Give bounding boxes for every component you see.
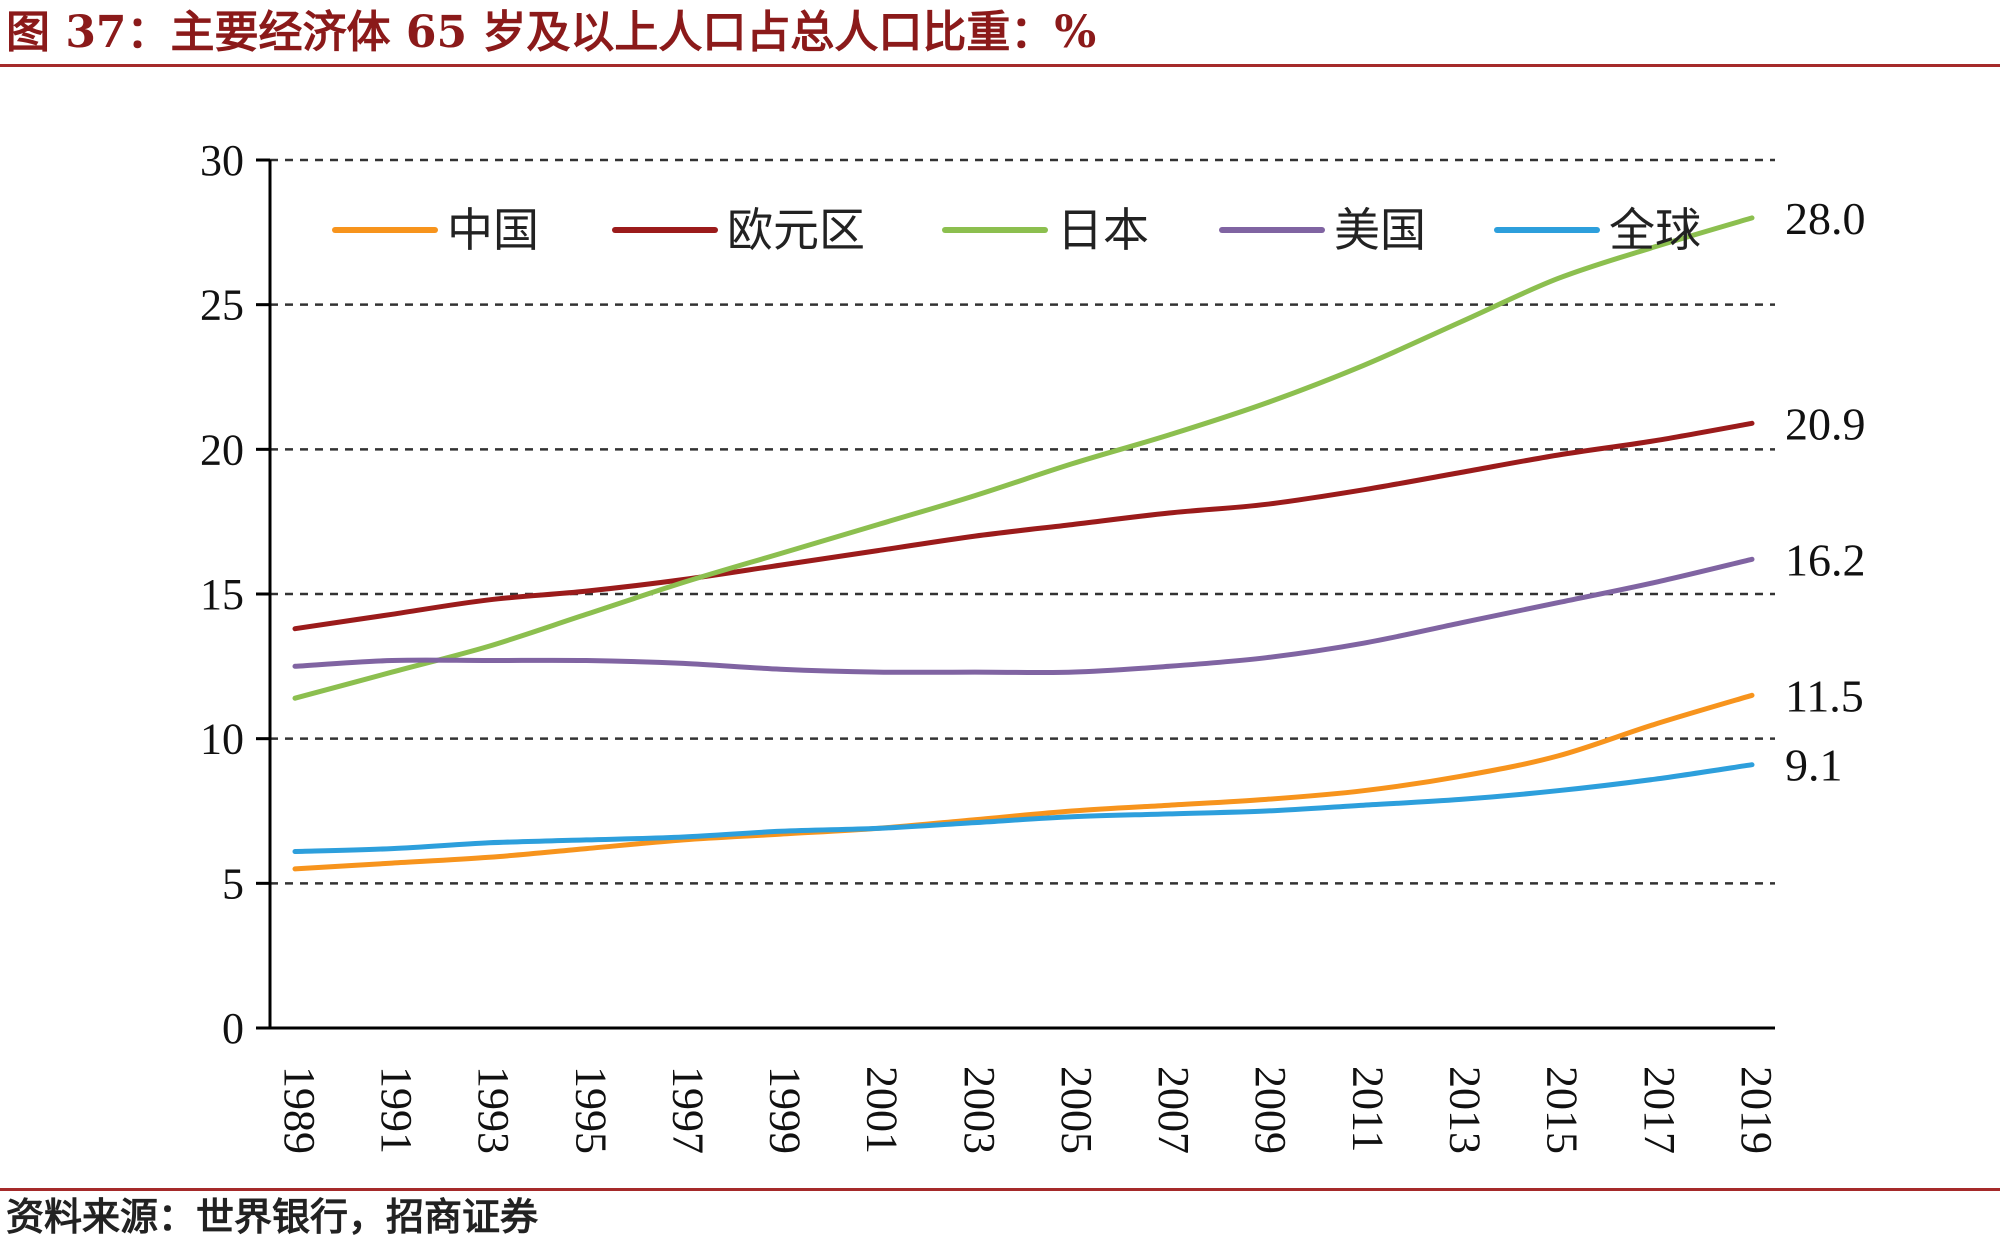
x-tick-label-1997: 1997	[663, 1066, 712, 1154]
end-labels: 11.5 20.9 28.0 16.2 9.1	[1785, 193, 1866, 791]
series-line-usa	[292, 556, 1755, 676]
x-tick-label-1995: 1995	[566, 1066, 615, 1154]
end-label-usa: 16.2	[1785, 534, 1866, 585]
y-tick-label-5: 5	[222, 859, 244, 908]
gridlines	[270, 158, 1775, 885]
y-tick-label-0: 0	[222, 1004, 244, 1053]
series-line-china	[292, 692, 1755, 872]
x-tick-label-2015: 2015	[1538, 1066, 1587, 1154]
y-tick-label-30: 30	[200, 136, 244, 185]
end-label-world: 9.1	[1785, 740, 1843, 791]
axes: 0 5 10 15 20 25 30 1989 1991 1993 1995 1997 1999 2001…	[200, 136, 1781, 1154]
title-divider	[0, 64, 2000, 67]
chart-title: 图 37：主要经济体 65 岁及以上人口占总人口比重：%	[6, 7, 1097, 58]
x-tick-label-2009: 2009	[1246, 1066, 1295, 1154]
x-tick-label-1993: 1993	[469, 1066, 518, 1154]
end-label-eurozone: 20.9	[1785, 398, 1866, 449]
x-tick-label-1991: 1991	[372, 1066, 421, 1154]
legend-label-eurozone: 欧元区	[727, 203, 865, 257]
legend-label-japan: 日本	[1057, 203, 1149, 257]
series-line-world	[292, 762, 1755, 854]
y-tick-label-25: 25	[200, 281, 244, 330]
x-tick-label-2005: 2005	[1052, 1066, 1101, 1154]
legend: 中国 欧元区 日本 美国 全球	[332, 203, 1701, 257]
legend-label-world: 全球	[1609, 203, 1701, 257]
x-tick-label-2007: 2007	[1149, 1066, 1198, 1154]
end-label-japan: 28.0	[1785, 193, 1866, 244]
x-tick-label-2011: 2011	[1343, 1066, 1392, 1152]
x-tick-label-1999: 1999	[761, 1066, 810, 1154]
x-tick-label-1989: 1989	[275, 1066, 324, 1154]
x-tick-label-2017: 2017	[1635, 1066, 1684, 1154]
x-tick-label-2013: 2013	[1441, 1066, 1490, 1154]
series-lines	[292, 215, 1755, 872]
x-tick-label-2001: 2001	[858, 1066, 907, 1154]
series-line-japan	[292, 215, 1755, 701]
x-tick-label-2019: 2019	[1732, 1066, 1781, 1154]
source-divider	[0, 1188, 2000, 1191]
legend-label-china: 中国	[447, 203, 539, 257]
series-line-eurozone	[292, 420, 1755, 632]
y-tick-label-15: 15	[200, 570, 244, 619]
y-tick-label-10: 10	[200, 715, 244, 764]
y-tick-label-20: 20	[200, 425, 244, 474]
source-note: 资料来源：世界银行，招商证券	[6, 1194, 539, 1239]
x-tick-label-2003: 2003	[955, 1066, 1004, 1154]
end-label-china: 11.5	[1785, 670, 1864, 721]
legend-label-usa: 美国	[1334, 203, 1426, 257]
